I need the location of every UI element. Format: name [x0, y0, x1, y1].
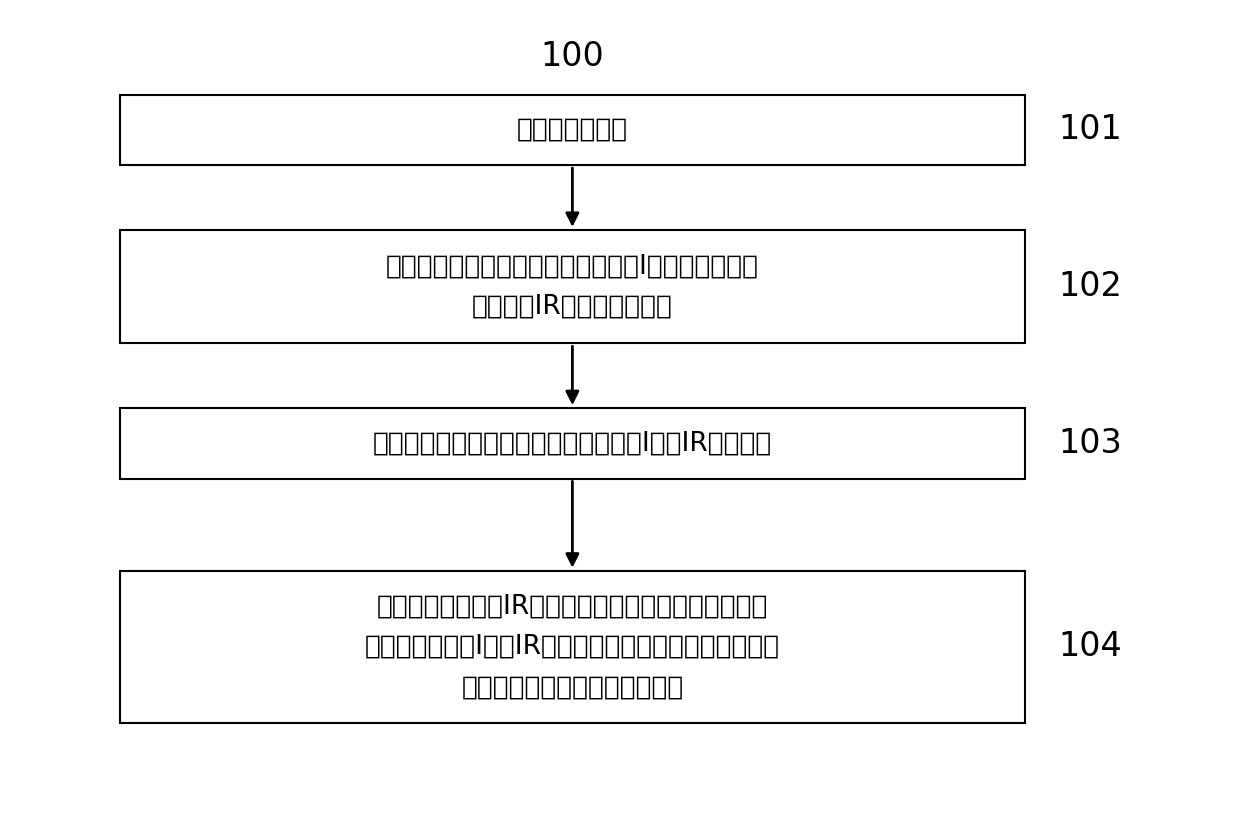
Text: 接地极电流影响下的极化电位値: 接地极电流影响下的极化电位値 [461, 675, 683, 701]
Text: 102: 102 [1058, 270, 1122, 303]
Text: 道未消除IR降前的极化电位: 道未消除IR降前的极化电位 [472, 294, 673, 320]
Text: 103: 103 [1058, 427, 1122, 459]
Bar [120, 230, 1024, 344]
Text: 制作测试试片组: 制作测试试片组 [517, 117, 627, 143]
Text: 采用测试试片组测量接地极在通以电流I时的IR降误差値: 采用测试试片组测量接地极在通以电流I时的IR降误差値 [373, 430, 773, 456]
Bar [120, 95, 1024, 165]
Bar [120, 570, 1024, 723]
Text: 101: 101 [1058, 113, 1122, 146]
Text: 104: 104 [1058, 631, 1122, 663]
Text: 采用测试试片组测量接地极通以电流I时，埋地金属管: 采用测试试片组测量接地极通以电流I时，埋地金属管 [386, 253, 759, 279]
Text: 根据确定的未消除IR降前的埋地金属管道极化电位和接: 根据确定的未消除IR降前的埋地金属管道极化电位和接 [377, 593, 768, 619]
Text: 地极在通以电流I时的IR降误差値计算确定埋地金属管道在: 地极在通以电流I时的IR降误差値计算确定埋地金属管道在 [365, 634, 780, 660]
Bar [120, 408, 1024, 478]
Text: 100: 100 [541, 40, 604, 73]
